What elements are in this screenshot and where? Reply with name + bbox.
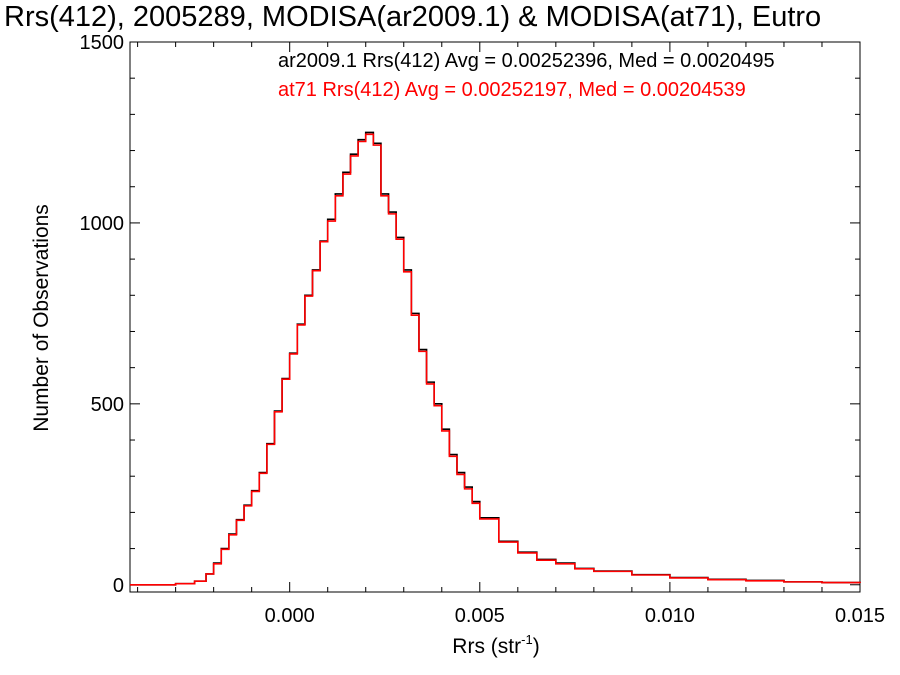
x-tick-label: 0.015 bbox=[835, 605, 885, 627]
chart-title: Rrs(412), 2005289, MODISA(ar2009.1) & MO… bbox=[4, 1, 821, 33]
x-axis-label-close: ) bbox=[533, 635, 540, 658]
y-tick-label: 1500 bbox=[80, 32, 125, 54]
plot-frame bbox=[129, 41, 861, 593]
x-tick-label: 0.005 bbox=[455, 605, 505, 627]
legend-entry-ar2009: ar2009.1 Rrs(412) Avg = 0.00252396, Med … bbox=[278, 50, 775, 72]
x-axis-label-main: Rrs (str bbox=[452, 635, 521, 658]
y-tick-label: 0 bbox=[113, 575, 124, 597]
y-axis-label: Number of Observations bbox=[30, 204, 53, 432]
series-line-ar2009.1 bbox=[130, 131, 861, 586]
y-tick-label: 1000 bbox=[80, 213, 125, 235]
x-tick-label: 0.010 bbox=[645, 605, 695, 627]
x-tick-label: 0.000 bbox=[265, 605, 315, 627]
legend-entry-at71: at71 Rrs(412) Avg = 0.00252197, Med = 0.… bbox=[278, 79, 746, 101]
x-axis-label-sup: -1 bbox=[521, 632, 533, 647]
plot-area: 0.000 0.005 0.010 0.015 0 500 1000 1500 bbox=[80, 32, 886, 627]
x-axis-label: Rrs (str-1) bbox=[452, 632, 539, 658]
series-line-at71 bbox=[130, 133, 861, 586]
y-tick-label: 500 bbox=[91, 394, 124, 416]
